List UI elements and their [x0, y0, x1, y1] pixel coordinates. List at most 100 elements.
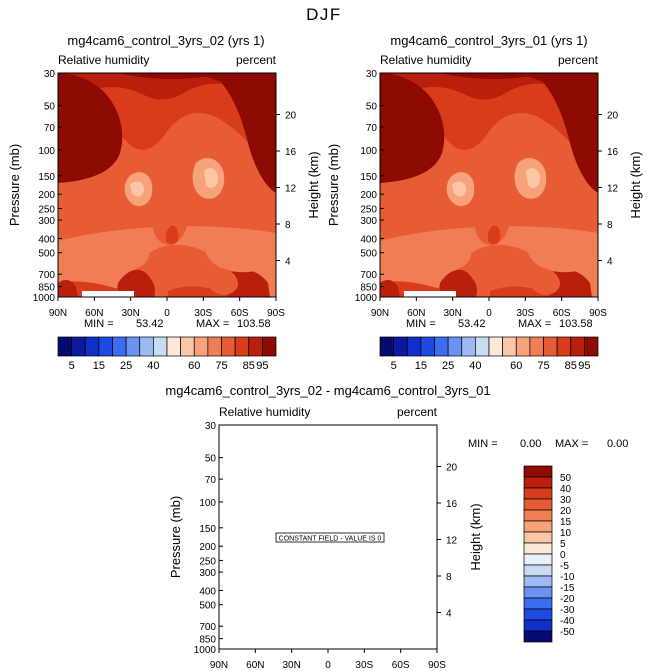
colorbar-swatch: [379, 336, 394, 357]
pressure-tick-label: 700: [360, 270, 377, 281]
height-axis-left: 20 16 12 8 4: [276, 110, 297, 267]
latitude-tick-label: 30S: [355, 660, 373, 671]
rh-contour-region: [58, 73, 123, 183]
height-tick-label: 8: [607, 220, 613, 231]
colorbar-swatch: [112, 336, 127, 357]
colorbar-swatch: [71, 336, 86, 357]
rh-contour-region: [380, 279, 400, 297]
height-tick-label: 12: [285, 183, 297, 194]
pressure-tick-label: 250: [199, 556, 216, 567]
colorbar-tick-label: 5: [391, 360, 397, 372]
colorbar-swatch: [84, 336, 100, 357]
height-tick-label: 12: [446, 535, 458, 546]
latitude-tick-label: 30S: [194, 308, 212, 319]
y-axis-label-left: Pressure (mb): [7, 144, 22, 226]
colorbar-swatch: [207, 336, 222, 357]
colorbar-swatch: [180, 336, 195, 357]
latitude-tick-label: 30N: [121, 308, 139, 319]
colorbar-swatch: [139, 336, 154, 357]
rh-contour-region: [438, 269, 477, 297]
colorbar-swatch: [420, 336, 435, 357]
rh-contour-region: [204, 168, 218, 188]
latitude-tick-label: 30N: [282, 660, 300, 671]
panel-right-title: mg4cam6_control_3yrs_01 (yrs 1): [390, 33, 587, 48]
latitude-tick-label: 60S: [553, 308, 571, 319]
panel-left: mg4cam6_control_3yrs_02 (yrs 1) Relative…: [7, 33, 321, 372]
max-value-left: 103.58: [237, 318, 271, 330]
min-label-left: MIN =: [84, 318, 114, 330]
colorbar-tick-label: -40: [560, 616, 575, 627]
missing-data-region: [82, 291, 134, 297]
colorbar-swatch: [523, 608, 553, 621]
contour-field-left: [58, 73, 276, 297]
pressure-tick-label: 100: [360, 146, 377, 157]
pressure-tick-label: 70: [205, 475, 217, 486]
max-label-left: MAX =: [196, 318, 229, 330]
rh-contour-region: [226, 268, 270, 297]
pressure-tick-label: 30: [205, 421, 217, 432]
colorbar-tick-label: -50: [560, 627, 575, 638]
pressure-tick-label: 30: [44, 69, 56, 80]
pressure-tick-label: 100: [199, 498, 216, 509]
rh-contour-region: [528, 268, 561, 295]
contour-fill-left: [58, 73, 276, 297]
colorbar-swatch: [234, 336, 250, 357]
pressure-tick-label: 1000: [194, 645, 217, 656]
pressure-tick-label: 700: [38, 270, 55, 281]
colorbar-swatch: [523, 476, 553, 489]
colorbar-swatch: [523, 498, 553, 511]
latitude-tick-label: 60S: [392, 660, 410, 671]
pressure-tick-label: 200: [38, 190, 55, 201]
pressure-tick-label: 1000: [355, 293, 378, 304]
colorbar-swatch: [543, 336, 558, 357]
min-label-right: MIN =: [406, 318, 436, 330]
rh-contour-region: [204, 229, 271, 273]
height-tick-label: 20: [607, 110, 619, 121]
colorbar-tick-label: -5: [560, 561, 569, 572]
colorbar-tick-label: 10: [560, 528, 572, 539]
colorbar-swatch: [523, 575, 553, 588]
panel-left-units: percent: [236, 53, 277, 67]
pressure-tick-label: 30: [366, 69, 378, 80]
colorbar-swatch: [523, 465, 553, 478]
pressure-tick-label: 300: [360, 216, 377, 227]
colorbar-left: 5 15 25 40 60 75 85 95: [57, 336, 277, 372]
colorbar-swatch: [523, 597, 553, 610]
colorbar-swatch: [515, 336, 531, 357]
colorbar-swatch: [248, 336, 263, 357]
colorbar-swatch: [221, 336, 236, 357]
latitude-tick-label: 0: [164, 308, 170, 319]
colorbar-swatch: [98, 336, 113, 357]
rh-contour-region: [152, 183, 189, 245]
pressure-tick-label: 50: [205, 454, 217, 465]
colorbar-swatch: [556, 336, 572, 357]
rh-contour-region: [380, 73, 545, 79]
height-axis-diff: 20 16 12 8 4: [437, 462, 458, 619]
colorbar-tick-label: 25: [442, 360, 454, 372]
colorbar-swatch: [584, 336, 599, 357]
min-value-right: 53.42: [458, 318, 486, 330]
colorbar-swatch: [523, 509, 553, 522]
min-value-left: 53.42: [136, 318, 164, 330]
height-tick-label: 4: [446, 608, 452, 619]
colorbar-swatch: [523, 542, 553, 555]
height-tick-label: 16: [607, 147, 619, 158]
rh-contour-region: [408, 230, 471, 272]
pressure-tick-label: 250: [38, 204, 55, 215]
colorbar-tick-label: 5: [69, 360, 75, 372]
pressure-tick-label: 200: [360, 190, 377, 201]
colorbar-swatch: [523, 553, 553, 566]
colorbar-tick-label: 60: [188, 360, 200, 372]
rh-contour-region: [380, 73, 598, 178]
latitude-tick-label: 90S: [428, 660, 446, 671]
pressure-tick-label: 50: [44, 102, 56, 113]
colorbar-tick-label: 40: [147, 360, 159, 372]
colorbar-tick-label: -20: [560, 594, 575, 605]
colorbar-tick-label: -10: [560, 572, 575, 583]
colorbar-swatch: [406, 336, 422, 357]
latitude-tick-label: 60N: [407, 308, 425, 319]
y2-axis-label-right: Height (km): [628, 151, 643, 218]
colorbar-swatch: [166, 336, 181, 357]
